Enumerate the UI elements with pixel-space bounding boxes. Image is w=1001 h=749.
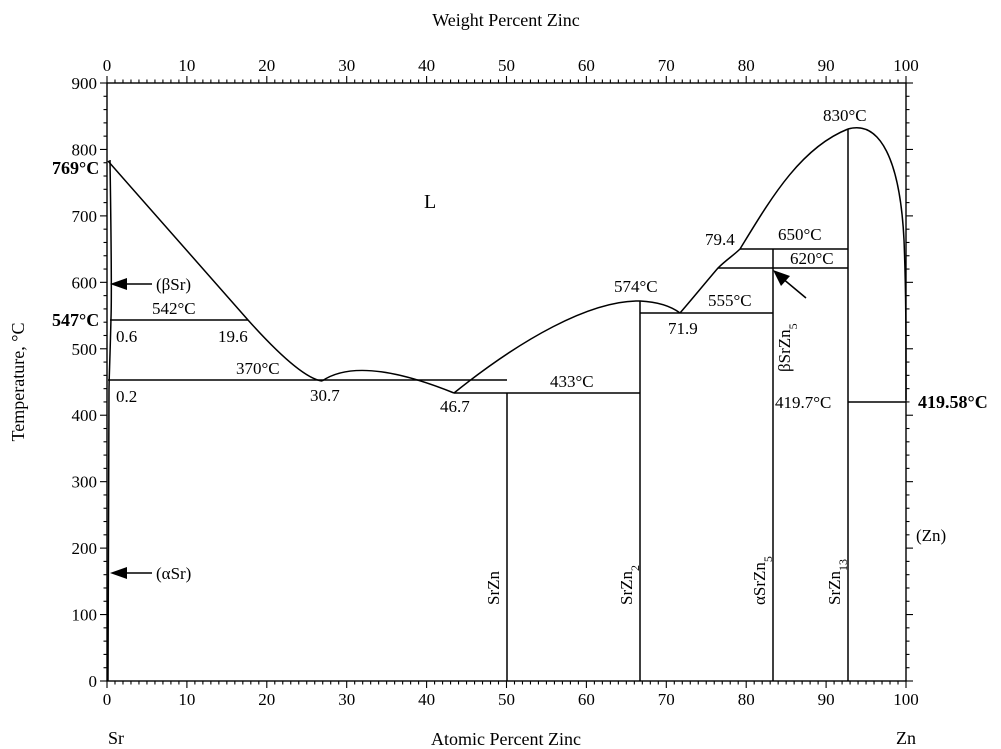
axis-tick-labels: 0 10 20 30 40 50 60 70 80 90 100 0 10 20 30 40 50 60 70 80 9…: [72, 56, 919, 709]
top-axis-title: Weight Percent Zinc: [432, 10, 580, 30]
c06-label: 0.6: [116, 327, 137, 346]
y-axis-title: Temperature, °C: [8, 323, 28, 442]
top-tick-label: 40: [418, 56, 435, 75]
t433-label: 433°C: [550, 372, 594, 391]
bottom-tick-label: 80: [738, 690, 755, 709]
liquidus-to-srzn: [321, 369, 455, 394]
liquid-phase-label: L: [424, 191, 436, 213]
top-tick-label: 60: [578, 56, 595, 75]
beta-srzn5-arrow-shaft: [781, 277, 807, 299]
c196-label: 19.6: [218, 327, 248, 346]
liquidus-sr-side: [107, 160, 323, 382]
top-tick-label: 100: [893, 56, 919, 75]
arrows: [110, 270, 807, 579]
c307-label: 30.7: [310, 386, 340, 405]
c794-label: 79.4: [705, 230, 735, 249]
y-tick-label: 100: [72, 606, 98, 625]
y-tick-label: 500: [72, 340, 98, 359]
y-tick-label: 600: [72, 273, 98, 292]
t830-label: 830°C: [823, 106, 867, 125]
zn-melting-label: 419.58°C: [918, 392, 988, 412]
bottom-tick-label: 60: [578, 690, 595, 709]
top-tick-label: 0: [103, 56, 112, 75]
y-tick-label: 800: [72, 140, 98, 159]
liquidus-zn-side: [847, 127, 907, 401]
compound-alpha-srzn5-label: αSrZn5: [750, 556, 775, 605]
top-tick-label: 80: [738, 56, 755, 75]
bottom-tick-label: 20: [258, 690, 275, 709]
sr-melting-label: 769°C: [52, 158, 99, 178]
alpha-sr-label: (αSr): [156, 564, 191, 583]
bottom-tick-label: 30: [338, 690, 355, 709]
top-tick-label: 90: [818, 56, 835, 75]
compound-srzn2-label: SrZn2: [617, 565, 642, 605]
y-tick-label: 700: [72, 207, 98, 226]
t650-label: 650°C: [778, 225, 822, 244]
y-tick-label: 0: [89, 672, 98, 691]
bottom-tick-label: 70: [658, 690, 675, 709]
phase-boundaries: [107, 127, 907, 682]
compound-beta-srzn5-label: βSrZn5: [775, 323, 800, 372]
axis-ticks: [100, 76, 913, 688]
bottom-tick-label: 90: [818, 690, 835, 709]
y-tick-label: 400: [72, 406, 98, 425]
bottom-tick-label: 50: [498, 690, 515, 709]
element-sr-label: Sr: [108, 728, 124, 748]
top-tick-label: 70: [658, 56, 675, 75]
bottom-tick-label: 10: [178, 690, 195, 709]
top-tick-label: 20: [258, 56, 275, 75]
c467-label: 46.7: [440, 397, 470, 416]
compound-srzn-label: SrZn: [484, 571, 503, 606]
c719-label: 71.9: [668, 319, 698, 338]
y-tick-label: 200: [72, 539, 98, 558]
bottom-tick-label: 100: [893, 690, 919, 709]
beta-srzn5-arrowhead: [773, 270, 790, 286]
y-tick-label: 900: [72, 74, 98, 93]
bottom-tick-label: 0: [103, 690, 112, 709]
beta-sr-arrowhead: [110, 278, 127, 290]
t620-label: 620°C: [790, 249, 834, 268]
c02-label: 0.2: [116, 387, 137, 406]
t4197-label: 419.7°C: [775, 393, 831, 412]
element-zn-label: Zn: [896, 728, 916, 748]
y-tick-label: 300: [72, 473, 98, 492]
liquidus-srzn2-dome: [453, 300, 681, 394]
t370-label: 370°C: [236, 359, 280, 378]
liquidus-to-maximum: [739, 128, 849, 250]
t574-label: 574°C: [614, 277, 658, 296]
t555-label: 555°C: [708, 291, 752, 310]
t542-label: 542°C: [152, 299, 196, 318]
bottom-tick-label: 40: [418, 690, 435, 709]
top-tick-label: 10: [178, 56, 195, 75]
top-tick-label: 50: [498, 56, 515, 75]
bottom-axis-title: Atomic Percent Zinc: [431, 729, 581, 749]
sr-transform-label: 547°C: [52, 310, 99, 330]
beta-sr-label: (βSr): [156, 275, 191, 294]
zn-phase-label: (Zn): [916, 526, 946, 545]
compound-srzn13-label: SrZn13: [825, 559, 850, 605]
sr-solvus-line: [107, 159, 113, 682]
top-tick-label: 30: [338, 56, 355, 75]
alpha-sr-arrowhead: [110, 567, 127, 579]
